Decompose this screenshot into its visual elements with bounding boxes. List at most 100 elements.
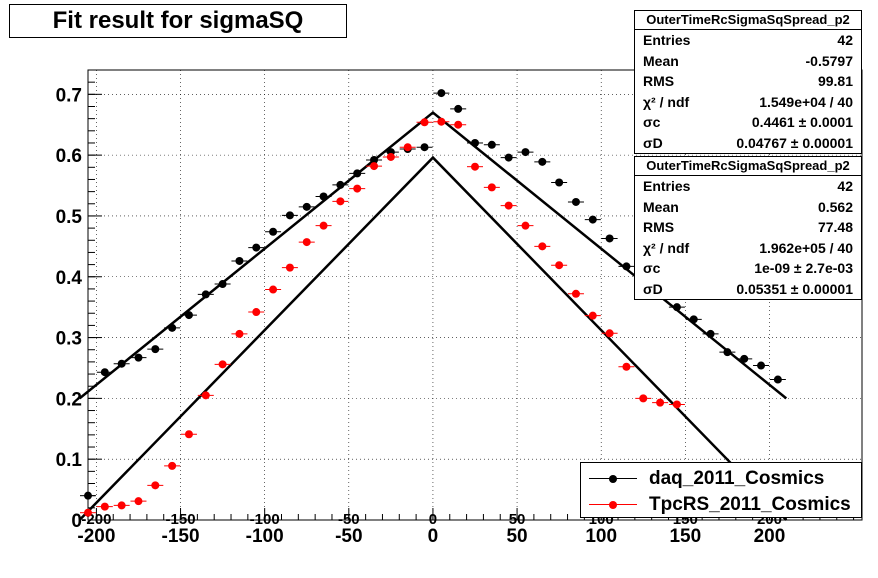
data-point: [538, 157, 547, 166]
x-tick-label: 200: [754, 526, 786, 547]
stats-value: -0.5797: [805, 52, 853, 69]
data-point: [117, 501, 126, 510]
data-point: [151, 345, 160, 354]
fit-line: [78, 155, 788, 521]
data-point: [622, 262, 631, 271]
data-point: [218, 360, 227, 369]
data-point: [84, 491, 92, 500]
y-tick-label: 0.4: [56, 268, 83, 289]
data-point: [689, 315, 698, 324]
x-tick-label: 50: [506, 526, 527, 547]
stats-row: Entries 42: [635, 176, 861, 197]
stats-row: σc 1e-09 ± 2.7e-03: [635, 258, 861, 279]
data-point: [487, 183, 496, 192]
x-tick-label: -50: [335, 526, 362, 547]
data-point: [454, 104, 463, 113]
stats-row: RMS 77.48: [635, 217, 861, 238]
legend-label: TpcRS_2011_Cosmics: [649, 494, 851, 515]
data-point: [235, 329, 244, 338]
x-tick-label: -150: [162, 526, 200, 547]
data-point: [588, 311, 597, 320]
legend-item-daq: daq_2011_Cosmics: [589, 467, 824, 491]
stats-label: RMS: [643, 219, 675, 235]
data-point: [168, 323, 177, 332]
data-point: [656, 398, 665, 407]
stats-label: σD: [643, 134, 663, 151]
data-point: [538, 242, 547, 251]
x-tick-label: 150: [669, 526, 701, 547]
x-tick-label: -200: [77, 526, 115, 547]
legend-label: daq_2011_Cosmics: [649, 468, 825, 489]
data-point: [454, 120, 463, 129]
data-point: [672, 400, 681, 409]
stats-label: σD: [643, 280, 663, 297]
stats-label: Entries: [643, 32, 691, 48]
x-tick-label: 0: [428, 526, 439, 547]
stats-row: σD 0.05351 ± 0.00001: [635, 279, 861, 300]
stats-value: 42: [837, 178, 853, 194]
stats-value: 1e-09 ± 2.7e-03: [754, 260, 853, 276]
chart-title: Fit result for sigmaSQ: [9, 4, 347, 38]
data-point: [302, 202, 311, 211]
data-point: [168, 461, 177, 470]
data-point: [117, 359, 126, 368]
data-point: [672, 303, 681, 312]
stats-value: 0.04767 ± 0.00001: [736, 134, 853, 151]
plot-frame: [87, 69, 863, 521]
data-point: [252, 308, 261, 317]
data-point: [420, 118, 429, 127]
data-point: [201, 290, 210, 299]
data-point: [370, 156, 379, 164]
data-point: [605, 329, 614, 338]
data-point: [521, 221, 530, 230]
data-point: [252, 243, 261, 252]
stats-row: σc 0.4461 ± 0.0001: [635, 112, 861, 133]
data-point: [302, 238, 311, 247]
data-point: [471, 138, 479, 147]
y-tick-label: 0: [71, 511, 82, 532]
data-point: [285, 263, 294, 272]
data-point: [588, 215, 597, 224]
data-point: [420, 143, 429, 152]
stats-value: 1.962e+05 / 40: [759, 239, 853, 256]
stats-label: χ² / ndf: [643, 93, 690, 110]
stats-label: Mean: [643, 198, 679, 215]
data-point: [134, 497, 143, 506]
data-point: [319, 221, 328, 230]
data-point: [555, 261, 564, 270]
data-point: [504, 153, 513, 162]
y-tick-label: 0.2: [56, 389, 82, 410]
data-point: [471, 162, 479, 171]
data-point: [437, 89, 446, 98]
data-point: [403, 143, 412, 152]
data-point: [504, 201, 513, 210]
y-tick-label: 0.7: [56, 85, 82, 106]
data-point: [134, 353, 143, 362]
stats-row: χ² / ndf 1.549e+04 / 40: [635, 92, 861, 113]
data-point: [521, 148, 530, 157]
data-point: [184, 311, 193, 320]
data-point: [100, 368, 109, 377]
stats-value: 0.4461 ± 0.0001: [751, 114, 853, 130]
stats-header: OuterTimeRcSigmaSqSpread_p2: [635, 157, 861, 176]
y-tick-label: 0.5: [56, 207, 83, 228]
fit-line: [78, 110, 788, 400]
data-point: [571, 289, 580, 298]
data-point: [773, 375, 782, 384]
data-point: [740, 354, 749, 363]
data-point: [84, 508, 92, 517]
data-point: [235, 256, 244, 265]
stats-value: 1.549e+04 / 40: [759, 93, 853, 110]
data-point: [386, 152, 395, 161]
data-point: [218, 280, 227, 289]
data-point: [201, 391, 210, 400]
stats-box-2: OuterTimeRcSigmaSqSpread_p2 Entries 42 Me…: [634, 156, 862, 300]
y-tick-label: 0.3: [56, 329, 82, 350]
data-point: [269, 285, 278, 294]
stats-value: 0.05351 ± 0.00001: [736, 280, 853, 297]
data-point: [605, 234, 614, 243]
stats-row: Entries 42: [635, 30, 861, 51]
y-tick-label: 0.1: [56, 450, 83, 471]
legend-marker-icon: [589, 467, 637, 491]
stats-label: Mean: [643, 52, 679, 69]
